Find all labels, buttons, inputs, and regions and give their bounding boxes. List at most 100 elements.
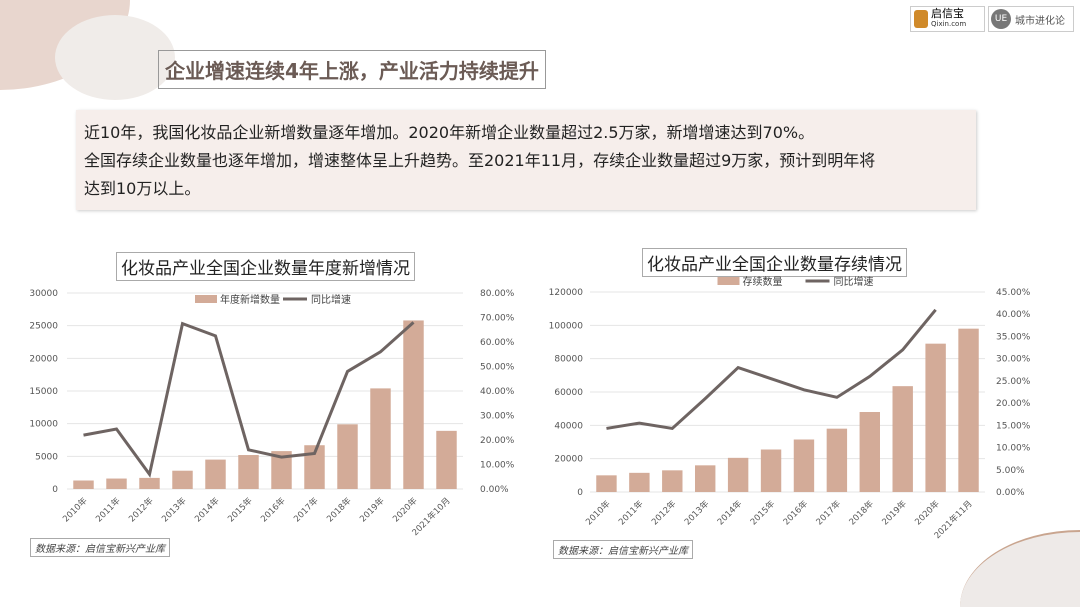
x-tick-label: 2017年 <box>814 498 843 527</box>
y2-tick-label: 40.00% <box>996 310 1031 320</box>
y-tick-label: 40000 <box>554 421 583 431</box>
x-tick-label: 2012年 <box>649 498 678 527</box>
growth-line <box>83 321 415 478</box>
qixin-logo-text: 启信宝 Qixin.com <box>931 7 967 29</box>
y2-tick-label: 0.00% <box>480 485 509 495</box>
x-tick-label: 2016年 <box>781 498 810 527</box>
x-tick-label: 2012年 <box>127 495 156 524</box>
x-tick-label: 2015年 <box>748 498 777 527</box>
chart2-title: 化妆品产业全国企业数量存续情况 <box>642 248 907 277</box>
x-tick-label: 2013年 <box>682 498 711 527</box>
bar <box>596 475 617 492</box>
x-tick-label: 2015年 <box>226 495 255 524</box>
y2-tick-label: 5.00% <box>996 466 1025 476</box>
x-tick-label: 2010年 <box>61 495 90 524</box>
y2-tick-label: 15.00% <box>996 421 1031 431</box>
legend-bar-label: 年度新增数量 <box>220 293 280 306</box>
y2-tick-label: 30.00% <box>996 355 1031 365</box>
y-tick-label: 100000 <box>549 321 584 331</box>
y2-tick-label: 30.00% <box>480 412 515 422</box>
bar <box>337 424 358 489</box>
chart2-source: 数据来源：启信宝新兴产业库 <box>553 540 693 559</box>
summary-line: 全国存续企业数量也逐年增加，增速整体呈上升趋势。至2021年11月，存续企业数量… <box>84 151 876 170</box>
legend-bar-label: 存续数量 <box>743 275 783 288</box>
y-tick-label: 5000 <box>35 452 58 462</box>
y-tick-label: 25000 <box>29 322 58 332</box>
growth-line <box>606 308 937 431</box>
decor-blob <box>55 15 175 100</box>
y2-tick-label: 70.00% <box>480 314 515 324</box>
ue-logo: UE 城市进化论 <box>988 6 1074 32</box>
bar <box>106 478 127 489</box>
summary-line: 近10年，我国化妆品企业新增数量逐年增加。2020年新增企业数量超过2.5万家，… <box>84 123 815 142</box>
bar <box>139 477 160 489</box>
x-tick-label: 2011年 <box>94 495 123 524</box>
x-tick-label: 2018年 <box>325 495 354 524</box>
bar <box>925 343 946 492</box>
y2-tick-label: 60.00% <box>480 338 515 348</box>
y-tick-label: 15000 <box>29 387 58 397</box>
qixin-logo: 启信宝 Qixin.com <box>910 6 985 32</box>
logo-text: 启信宝 <box>931 7 964 20</box>
bar <box>436 430 457 489</box>
y-tick-label: 20000 <box>554 455 583 465</box>
bar <box>238 455 259 489</box>
x-tick-label: 2019年 <box>880 498 909 527</box>
y2-tick-label: 80.00% <box>480 289 515 299</box>
y2-tick-label: 45.00% <box>996 288 1031 298</box>
legend-line-label: 同比增速 <box>834 275 874 288</box>
page-title: 企业增速连续4年上涨，产业活力持续提升 <box>158 50 546 89</box>
y2-tick-label: 20.00% <box>996 399 1031 409</box>
bar <box>958 328 979 492</box>
bar <box>271 451 292 489</box>
y-tick-label: 0 <box>52 485 58 495</box>
legend-bar-swatch <box>717 277 740 285</box>
logo-subtext: Qixin.com <box>931 20 967 28</box>
chart1-source: 数据来源：启信宝新兴产业库 <box>30 538 170 557</box>
x-tick-label: 2010年 <box>583 498 612 527</box>
y2-tick-label: 10.00% <box>480 461 515 471</box>
chart1-title: 化妆品产业全国企业数量年度新增情况 <box>116 252 415 281</box>
bar <box>760 449 782 492</box>
bar <box>793 439 815 492</box>
x-tick-label: 2020年 <box>391 495 420 524</box>
bar <box>629 472 650 492</box>
bar <box>727 457 749 492</box>
y2-tick-label: 50.00% <box>480 363 515 373</box>
bar <box>695 465 716 492</box>
bar <box>370 388 391 489</box>
y2-tick-label: 25.00% <box>996 377 1031 387</box>
x-tick-label: 2014年 <box>193 495 222 524</box>
y-tick-label: 0 <box>577 488 583 498</box>
bar <box>403 320 424 489</box>
y2-tick-label: 20.00% <box>480 436 515 446</box>
y-tick-label: 30000 <box>29 289 58 299</box>
x-tick-label: 2018年 <box>847 498 876 527</box>
summary-box: 近10年，我国化妆品企业新增数量逐年增加。2020年新增企业数量超过2.5万家，… <box>76 110 976 210</box>
bar <box>205 459 226 489</box>
x-tick-label: 2016年 <box>259 495 288 524</box>
bar <box>826 428 848 492</box>
qixin-logo-icon <box>914 10 928 28</box>
bar <box>172 470 193 489</box>
y-tick-label: 80000 <box>554 355 583 365</box>
bar <box>859 412 880 492</box>
y-tick-label: 120000 <box>549 288 584 298</box>
x-tick-label: 2013年 <box>160 495 189 524</box>
x-tick-label: 2017年 <box>292 495 321 524</box>
y-tick-label: 20000 <box>29 354 58 364</box>
y-tick-label: 60000 <box>554 388 583 398</box>
bar <box>73 480 94 489</box>
y2-tick-label: 10.00% <box>996 444 1031 454</box>
ue-logo-icon: UE <box>991 9 1011 29</box>
summary-line: 达到10万以上。 <box>84 179 201 198</box>
x-tick-label: 2020年 <box>913 498 942 527</box>
x-tick-label: 2019年 <box>358 495 387 524</box>
logo-text: 城市进化论 <box>1015 15 1065 27</box>
x-tick-label: 2011年 <box>616 498 645 527</box>
x-tick-label: 2014年 <box>715 498 744 527</box>
legend-line-label: 同比增速 <box>311 293 351 306</box>
y2-tick-label: 40.00% <box>480 387 515 397</box>
bar <box>892 386 913 492</box>
bar <box>662 470 683 492</box>
